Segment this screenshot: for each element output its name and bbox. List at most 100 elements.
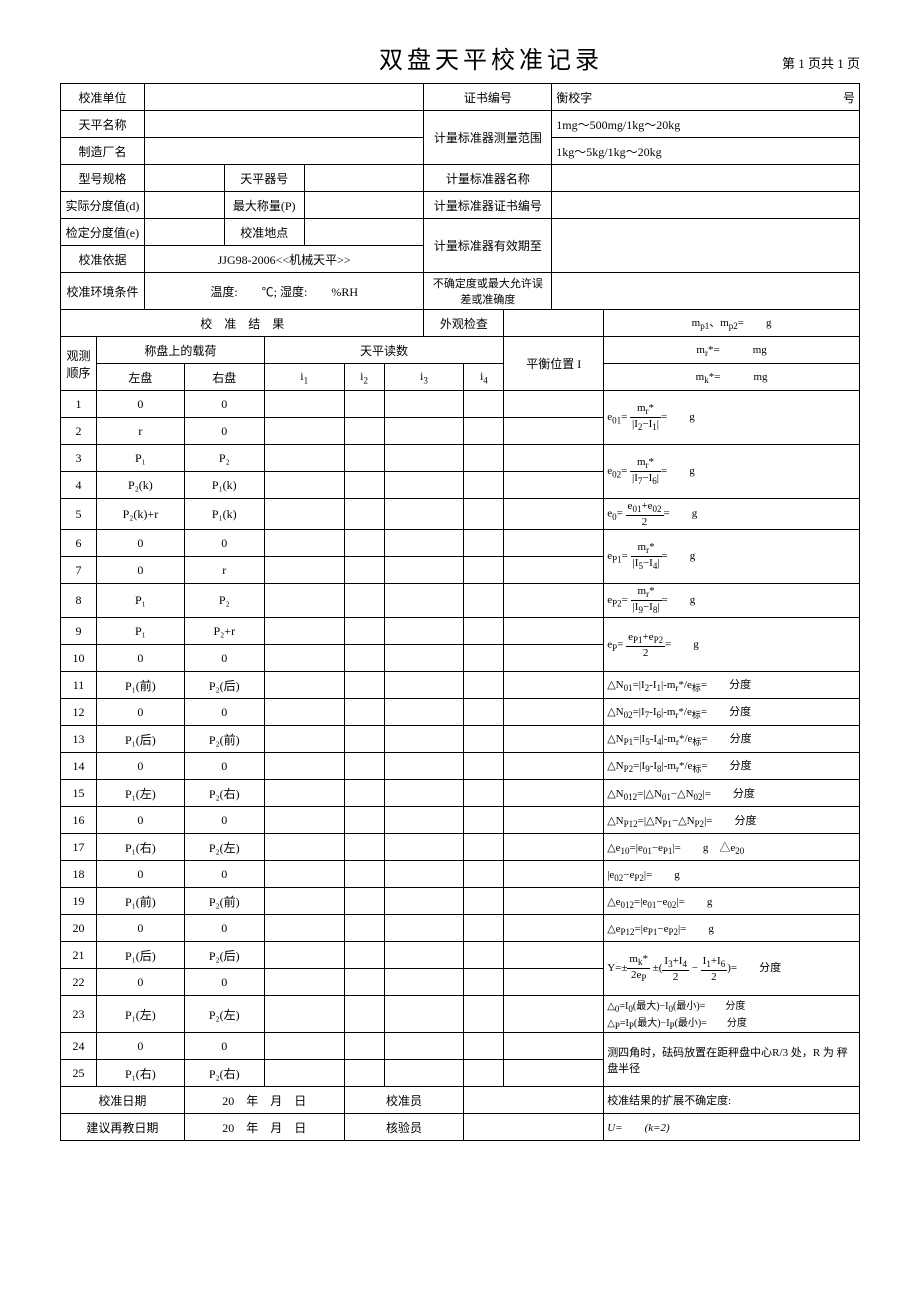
cell[interactable] xyxy=(264,915,344,942)
cell[interactable] xyxy=(464,418,504,445)
cell[interactable] xyxy=(264,530,344,557)
cell[interactable] xyxy=(552,165,860,192)
cell[interactable] xyxy=(264,391,344,418)
cell[interactable] xyxy=(344,915,384,942)
cell[interactable] xyxy=(504,1060,604,1087)
cell[interactable] xyxy=(344,445,384,472)
cell[interactable] xyxy=(504,969,604,996)
cell[interactable] xyxy=(464,1060,504,1087)
cell[interactable] xyxy=(464,915,504,942)
cell[interactable] xyxy=(504,996,604,1033)
cell[interactable]: 衡校字号 xyxy=(552,84,860,111)
cell[interactable] xyxy=(344,584,384,618)
cell[interactable] xyxy=(464,530,504,557)
cell[interactable] xyxy=(504,942,604,969)
cell[interactable] xyxy=(552,273,860,310)
cell[interactable] xyxy=(144,192,224,219)
cell[interactable] xyxy=(344,861,384,888)
cell[interactable] xyxy=(464,445,504,472)
cell[interactable] xyxy=(264,472,344,499)
cell[interactable] xyxy=(464,557,504,584)
cell[interactable] xyxy=(384,391,464,418)
cell[interactable] xyxy=(464,1087,604,1114)
cell[interactable] xyxy=(504,726,604,753)
cell[interactable] xyxy=(504,472,604,499)
cell[interactable] xyxy=(344,391,384,418)
cell[interactable] xyxy=(264,618,344,645)
cell[interactable] xyxy=(384,699,464,726)
cell[interactable] xyxy=(464,969,504,996)
cell[interactable] xyxy=(504,584,604,618)
cell[interactable] xyxy=(384,726,464,753)
cell[interactable] xyxy=(384,584,464,618)
cell[interactable] xyxy=(384,1060,464,1087)
cell[interactable] xyxy=(464,584,504,618)
cell[interactable] xyxy=(464,1114,604,1141)
cell[interactable] xyxy=(464,391,504,418)
cell[interactable] xyxy=(344,472,384,499)
cell[interactable] xyxy=(504,445,604,472)
cell[interactable] xyxy=(464,861,504,888)
cell[interactable] xyxy=(344,699,384,726)
cell[interactable] xyxy=(344,645,384,672)
cell[interactable] xyxy=(464,888,504,915)
cell[interactable] xyxy=(504,753,604,780)
cell[interactable] xyxy=(264,942,344,969)
cell[interactable]: 20 年 月 日 xyxy=(184,1087,344,1114)
cell[interactable] xyxy=(504,672,604,699)
cell[interactable] xyxy=(504,310,604,337)
cell[interactable] xyxy=(464,726,504,753)
cell[interactable] xyxy=(264,584,344,618)
cell[interactable] xyxy=(504,391,604,418)
cell[interactable] xyxy=(464,672,504,699)
cell[interactable] xyxy=(504,699,604,726)
cell[interactable] xyxy=(144,165,224,192)
cell[interactable] xyxy=(552,219,860,273)
cell[interactable] xyxy=(504,1033,604,1060)
cell[interactable] xyxy=(504,888,604,915)
cell[interactable] xyxy=(344,499,384,530)
cell[interactable] xyxy=(464,834,504,861)
cell[interactable] xyxy=(344,942,384,969)
cell[interactable] xyxy=(264,699,344,726)
cell[interactable] xyxy=(552,192,860,219)
cell[interactable] xyxy=(504,915,604,942)
cell[interactable] xyxy=(344,530,384,557)
cell[interactable] xyxy=(144,219,224,246)
cell[interactable] xyxy=(504,499,604,530)
cell[interactable] xyxy=(264,834,344,861)
cell[interactable] xyxy=(264,996,344,1033)
cell[interactable] xyxy=(264,753,344,780)
cell[interactable] xyxy=(344,969,384,996)
cell[interactable] xyxy=(384,942,464,969)
cell[interactable] xyxy=(384,780,464,807)
cell[interactable] xyxy=(504,418,604,445)
cell[interactable] xyxy=(464,753,504,780)
cell[interactable] xyxy=(344,726,384,753)
cell[interactable] xyxy=(344,1060,384,1087)
cell[interactable] xyxy=(384,807,464,834)
cell[interactable] xyxy=(384,888,464,915)
cell[interactable] xyxy=(264,969,344,996)
cell[interactable] xyxy=(384,618,464,645)
cell[interactable] xyxy=(384,861,464,888)
cell[interactable] xyxy=(344,888,384,915)
cell[interactable] xyxy=(344,807,384,834)
cell[interactable] xyxy=(384,753,464,780)
cell[interactable] xyxy=(464,942,504,969)
cell[interactable] xyxy=(344,834,384,861)
cell[interactable] xyxy=(264,672,344,699)
cell[interactable] xyxy=(384,645,464,672)
cell[interactable] xyxy=(384,499,464,530)
cell[interactable] xyxy=(264,861,344,888)
cell[interactable] xyxy=(384,915,464,942)
cell[interactable] xyxy=(264,499,344,530)
cell[interactable] xyxy=(264,418,344,445)
cell[interactable] xyxy=(264,807,344,834)
cell[interactable] xyxy=(344,1033,384,1060)
cell[interactable] xyxy=(344,753,384,780)
cell[interactable] xyxy=(344,996,384,1033)
cell[interactable] xyxy=(304,165,424,192)
cell[interactable] xyxy=(384,472,464,499)
cell[interactable]: 20 年 月 日 xyxy=(184,1114,344,1141)
